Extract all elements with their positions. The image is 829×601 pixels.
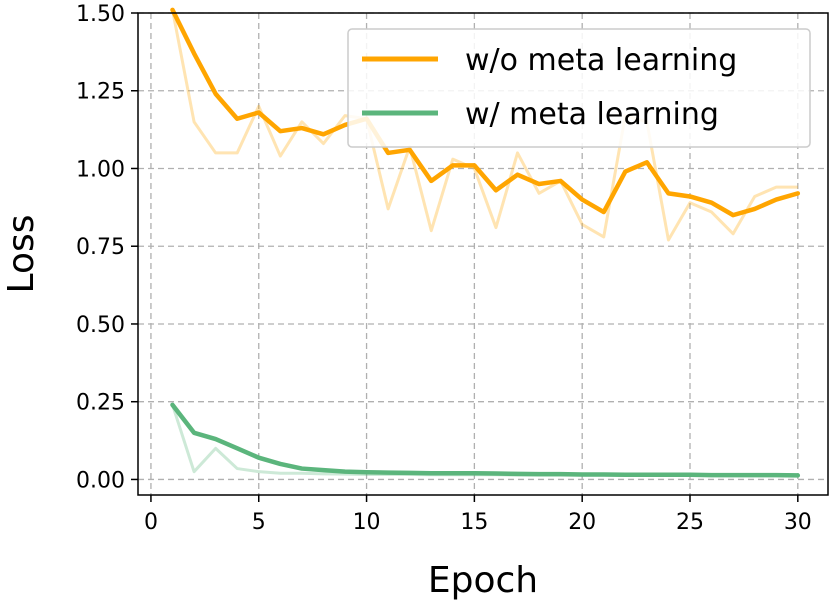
y-axis-ticks: 0.00 0.25 0.50 0.75 1.00 1.25 1.50	[76, 2, 138, 493]
x-axis-ticks: 0 5 10 15 20 25 30	[144, 495, 812, 535]
y-tick-label: 1.00	[76, 157, 125, 182]
y-tick-label: 0.50	[76, 313, 125, 338]
x-tick-label: 25	[676, 510, 704, 535]
series-0-line	[170, 7, 801, 218]
x-tick-label: 20	[568, 510, 596, 535]
legend-label-w-meta: w/ meta learning	[465, 97, 719, 132]
smoothed-series-layer	[170, 7, 801, 478]
x-tick-label: 15	[460, 510, 488, 535]
legend-label-wo-meta: w/o meta learning	[465, 43, 737, 78]
x-axis-title: Epoch	[428, 560, 538, 601]
y-tick-label: 1.50	[76, 2, 125, 27]
x-tick-label: 10	[353, 510, 381, 535]
legend: w/o meta learning w/ meta learning	[347, 28, 811, 148]
series-0-raw-line	[171, 9, 798, 242]
x-tick-label: 30	[784, 510, 812, 535]
y-tick-label: 0.25	[76, 391, 125, 416]
y-tick-label: 0.00	[76, 468, 125, 493]
series-1-raw-line	[171, 404, 798, 477]
y-tick-label: 0.75	[76, 235, 125, 260]
plot-frame	[137, 12, 829, 496]
series-1-line	[170, 402, 801, 478]
x-tick-label: 5	[252, 510, 266, 535]
legend-box	[347, 28, 811, 148]
x-tick-label: 0	[144, 510, 158, 535]
y-axis-title: Loss	[1, 215, 42, 294]
y-tick-label: 1.25	[76, 80, 125, 105]
